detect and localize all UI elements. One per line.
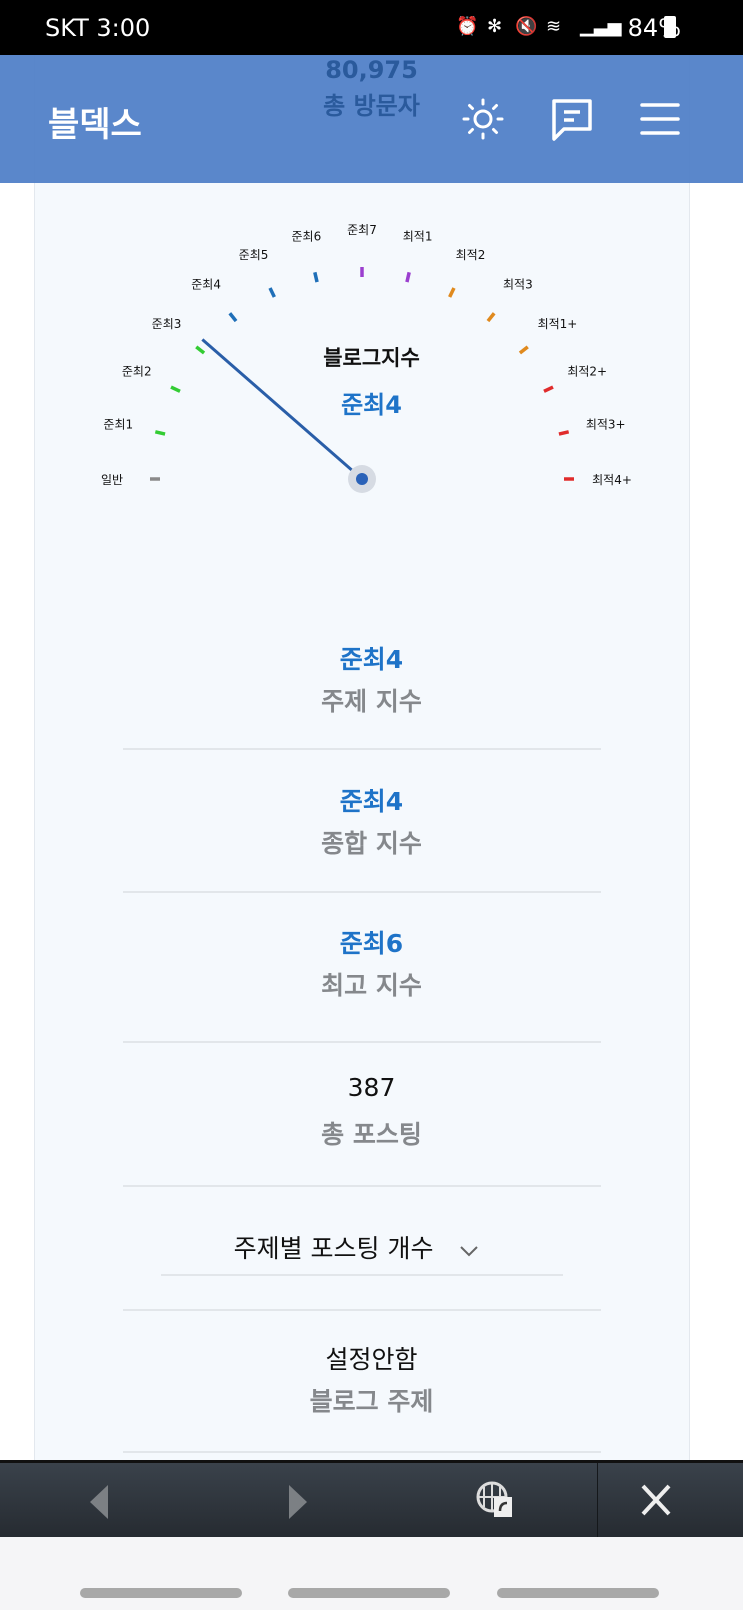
gauge-tick [543,385,554,393]
gauge-level-label: 준최7 [347,223,377,237]
gauge-tick [313,271,319,283]
gauge-tick [486,312,496,323]
gauge-level-label: 최적3 [503,278,533,292]
menu-icon[interactable] [636,95,684,143]
gauge-tick [195,345,206,355]
stat-value: 준최6 [339,929,404,958]
gauge-tick [405,271,411,283]
stat-value: 387 [347,1073,396,1102]
forward-icon[interactable] [287,1485,309,1521]
divider [123,1451,601,1453]
status-bar: SKT 3:00 ⏰ ✻ 🔇 ≋ ▁▃▅ 84% [0,0,743,55]
app-header: 블덱스 [0,55,743,183]
divider [123,1041,601,1043]
close-icon[interactable] [640,1483,672,1517]
gauge-level-label: 최적1+ [538,317,578,331]
gauge-level-label: 준최3 [152,317,182,331]
back-icon[interactable] [88,1485,110,1521]
brightness-icon[interactable] [459,95,507,143]
nav-home-button[interactable] [288,1588,450,1598]
blog-index-card [34,40,690,1480]
gauge-level-label: 준최4 [191,278,221,292]
signal-icon: ▁▃▅ [580,16,622,37]
battery-charging-icon [664,16,676,38]
total-visitors-value: 80,975 [325,56,418,84]
gauge-tick [228,312,238,323]
stat-value: 준최4 [339,645,404,674]
stat-label: 주제 지수 [321,687,422,716]
app-title[interactable]: 블덱스 [48,105,142,145]
bottom-browser-bar [0,1460,743,1540]
system-nav-bar [0,1537,743,1610]
mute-icon: 🔇 [515,16,538,37]
gauge-level-label: 최적2+ [567,365,607,379]
gauge-level-label: 준최1 [103,417,133,431]
gauge-level-label: 최적3+ [586,417,626,431]
gauge-needle [201,338,363,481]
divider [123,1185,601,1187]
dropdown-label: 주제별 포스팅 개수 [233,1234,434,1263]
chat-icon[interactable] [548,95,596,143]
gauge-tick [448,287,456,298]
alarm-icon: ⏰ [456,16,479,37]
divider [123,1309,601,1311]
gauge-tick [268,287,276,298]
gauge-level-label: 최적1 [403,229,433,243]
gauge-tick [154,430,166,436]
wifi-icon: ≋ [546,16,562,37]
open-in-browser-icon[interactable] [476,1481,520,1521]
blog-topic-value: 설정안함 [325,1345,418,1374]
nav-back-button[interactable] [497,1588,659,1598]
gauge-level-label: 준최2 [122,365,152,379]
stat-label: 최고 지수 [321,971,422,1000]
gauge-tick [558,430,570,436]
total-visitors-label: 총 방문자 [323,92,420,120]
gauge-tick [518,345,529,355]
needle-pivot [356,473,368,485]
topic-posting-dropdown[interactable]: 주제별 포스팅 개수 [0,1229,743,1265]
stat-label: 종합 지수 [321,829,422,858]
stat-value: 준최4 [339,787,404,816]
gauge-level-label: 일반 [101,473,123,487]
carrier-time: SKT 3:00 [45,14,151,42]
divider [123,748,601,750]
gauge-level-label: 최적2 [456,248,486,262]
divider [123,891,601,893]
gauge-level-label: 준최5 [239,248,269,262]
nav-recent-button[interactable] [80,1588,242,1598]
gauge-title: 블로그지수 [323,346,420,370]
gauge-value: 준최4 [341,391,402,419]
blog-topic-label: 블로그 주제 [309,1387,434,1416]
gauge-level-label: 최적4+ [592,473,632,487]
chevron-down-icon [460,1246,479,1257]
gauge-tick [170,385,181,393]
blog-index-gauge: 일반 준최1 준최2 준최3 준최4 준최5 준최6 준최7 최적1 최적2 최적3 최적1+ 최적2+… [101,223,632,493]
stat-label: 총 포스팅 [321,1120,422,1149]
gauge-level-label: 준최6 [292,229,322,243]
dropdown-underline [161,1274,563,1276]
bluetooth-icon: ✻ [487,16,503,37]
